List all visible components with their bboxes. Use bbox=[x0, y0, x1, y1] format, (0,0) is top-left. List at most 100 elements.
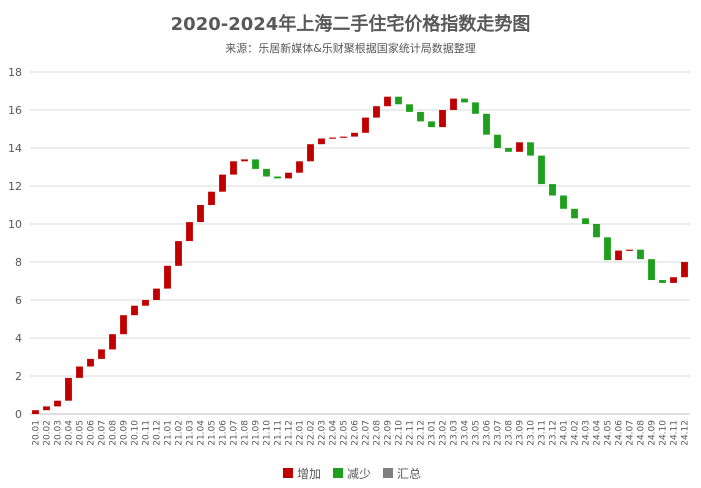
x-tick-label: 23.08 bbox=[505, 420, 515, 446]
waterfall-bar bbox=[384, 96, 391, 107]
x-tick-label: 23.12 bbox=[549, 420, 559, 446]
x-tick-label: 20.04 bbox=[65, 420, 75, 446]
waterfall-bar bbox=[76, 366, 83, 378]
x-tick-label: 24.03 bbox=[582, 420, 592, 446]
x-tick-label: 21.05 bbox=[208, 420, 218, 446]
waterfall-bar bbox=[274, 176, 281, 179]
x-tick-label: 24.11 bbox=[670, 420, 680, 446]
x-tick-label: 23.05 bbox=[472, 420, 482, 446]
x-tick-label: 21.08 bbox=[241, 420, 251, 446]
x-tick-label: 20.02 bbox=[43, 420, 53, 446]
waterfall-bar bbox=[131, 305, 138, 316]
waterfall-bar bbox=[373, 106, 380, 118]
y-axis-ticks: 0 2 4 6 8 10 12 14 16 18 bbox=[8, 66, 22, 421]
x-tick-label: 21.01 bbox=[164, 420, 174, 446]
waterfall-bar bbox=[252, 159, 259, 169]
waterfall-bar bbox=[219, 174, 226, 192]
x-tick-label: 24.12 bbox=[681, 420, 691, 446]
waterfall-bar bbox=[505, 148, 512, 152]
waterfall-bar bbox=[681, 262, 688, 278]
waterfall-bar bbox=[538, 155, 545, 185]
waterfall-bar bbox=[186, 222, 193, 242]
legend-label: 汇总 bbox=[397, 467, 421, 481]
waterfall-bar bbox=[362, 117, 369, 133]
waterfall-bar bbox=[560, 195, 567, 209]
x-tick-label: 21.10 bbox=[263, 420, 273, 446]
waterfall-bar bbox=[571, 208, 578, 219]
waterfall-bar bbox=[340, 136, 347, 138]
legend-swatch bbox=[283, 468, 293, 478]
x-tick-label: 20.05 bbox=[76, 420, 86, 446]
x-tick-label: 22.07 bbox=[362, 420, 372, 446]
waterfall-bar bbox=[164, 265, 171, 289]
legend-label: 减少 bbox=[347, 467, 371, 481]
x-tick-label: 21.12 bbox=[285, 420, 295, 446]
x-tick-label: 24.06 bbox=[615, 420, 625, 446]
y-tick-label: 16 bbox=[8, 104, 22, 117]
waterfall-bar bbox=[318, 138, 325, 145]
waterfall-bar bbox=[153, 288, 160, 300]
x-tick-label: 23.10 bbox=[527, 420, 537, 446]
x-tick-label: 22.01 bbox=[296, 420, 306, 446]
bars bbox=[32, 96, 688, 414]
waterfall-bar bbox=[626, 249, 633, 251]
x-tick-label: 20.07 bbox=[98, 420, 108, 446]
waterfall-bar bbox=[406, 104, 413, 112]
waterfall-bar bbox=[472, 102, 479, 114]
waterfall-bar bbox=[98, 349, 105, 359]
legend-swatch bbox=[333, 468, 343, 478]
x-tick-label: 24.08 bbox=[637, 420, 647, 446]
y-tick-label: 4 bbox=[15, 332, 22, 345]
waterfall-bar bbox=[648, 259, 655, 281]
waterfall-bar bbox=[527, 142, 534, 156]
waterfall-bar bbox=[329, 137, 336, 139]
x-tick-label: 22.10 bbox=[395, 420, 405, 446]
waterfall-bar bbox=[593, 224, 600, 238]
waterfall-bar bbox=[307, 144, 314, 162]
waterfall-bar bbox=[175, 241, 182, 266]
x-tick-label: 22.03 bbox=[318, 420, 328, 446]
waterfall-bar bbox=[65, 377, 72, 401]
x-tick-label: 23.06 bbox=[483, 420, 493, 446]
waterfall-bar bbox=[494, 134, 501, 148]
x-tick-label: 24.02 bbox=[571, 420, 581, 446]
x-tick-label: 22.09 bbox=[384, 420, 394, 446]
x-tick-label: 21.06 bbox=[219, 420, 229, 446]
x-tick-label: 24.05 bbox=[604, 420, 614, 446]
legend: 增加 减少 汇总 bbox=[283, 467, 421, 481]
chart-title: 2020-2024年上海二手住宅价格指数走势图 bbox=[170, 14, 531, 35]
y-tick-label: 8 bbox=[15, 256, 22, 269]
y-tick-label: 6 bbox=[15, 294, 22, 307]
waterfall-bar bbox=[428, 121, 435, 128]
waterfall-bar bbox=[197, 205, 204, 223]
x-tick-label: 20.11 bbox=[142, 420, 152, 446]
waterfall-bar bbox=[208, 191, 215, 205]
waterfall-bar bbox=[461, 98, 468, 103]
x-tick-label: 24.10 bbox=[659, 420, 669, 446]
x-tick-label: 22.02 bbox=[307, 420, 317, 446]
waterfall-bar bbox=[417, 111, 424, 122]
legend-swatch bbox=[383, 468, 393, 478]
x-tick-label: 22.12 bbox=[417, 420, 427, 446]
y-tick-label: 0 bbox=[15, 408, 22, 421]
x-tick-label: 20.12 bbox=[153, 420, 163, 446]
waterfall-bar bbox=[241, 159, 248, 162]
waterfall-bar bbox=[142, 300, 149, 306]
x-tick-label: 22.08 bbox=[373, 420, 383, 446]
x-tick-label: 21.11 bbox=[274, 420, 284, 446]
x-tick-label: 23.01 bbox=[428, 420, 438, 446]
x-tick-label: 24.09 bbox=[648, 420, 658, 446]
waterfall-bar bbox=[87, 358, 94, 367]
x-tick-label: 22.11 bbox=[406, 420, 416, 446]
x-tick-label: 20.06 bbox=[87, 420, 97, 446]
waterfall-bar bbox=[549, 184, 556, 196]
y-tick-label: 10 bbox=[8, 218, 22, 231]
x-tick-label: 23.03 bbox=[450, 420, 460, 446]
waterfall-bar bbox=[450, 98, 457, 110]
x-tick-label: 20.08 bbox=[109, 420, 119, 446]
x-tick-label: 21.09 bbox=[252, 420, 262, 446]
waterfall-bar bbox=[43, 406, 50, 411]
x-tick-label: 21.07 bbox=[230, 420, 240, 446]
waterfall-bar bbox=[395, 96, 402, 105]
x-tick-label: 24.01 bbox=[560, 420, 570, 446]
